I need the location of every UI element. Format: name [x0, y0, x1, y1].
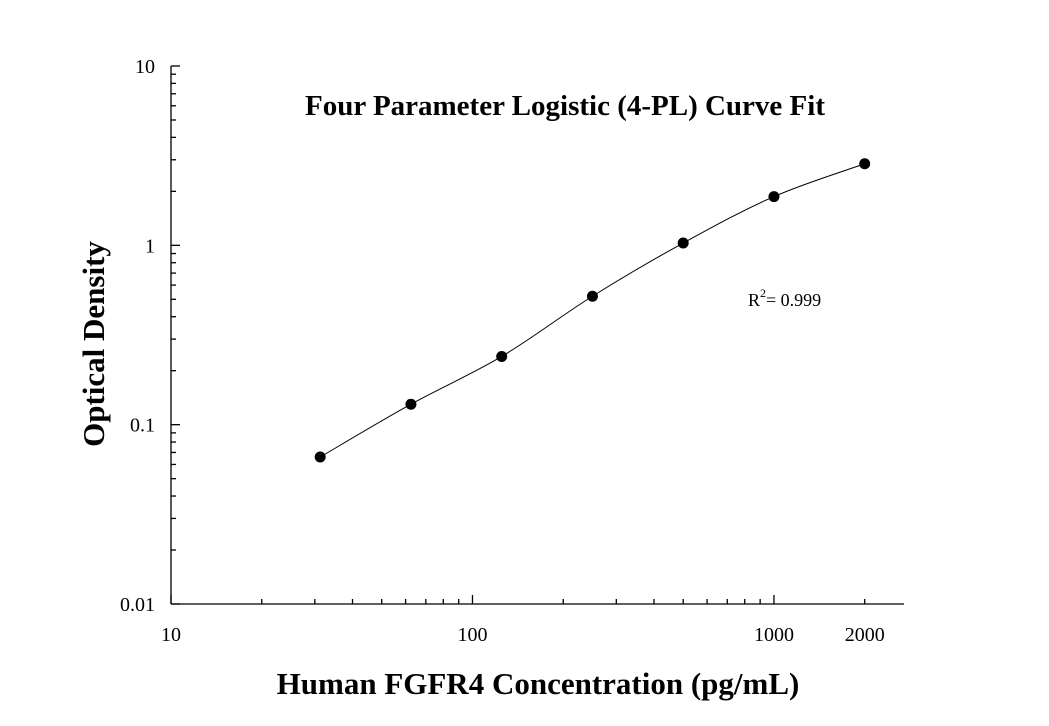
x-tick-label: 2000 [845, 624, 885, 646]
y-tick-label: 1 [145, 235, 155, 257]
data-point [405, 398, 417, 410]
data-point [314, 451, 326, 463]
y-tick-label: 10 [135, 56, 155, 78]
x-axis-label: Human FGFR4 Concentration (pg/mL) [277, 666, 800, 701]
axes [170, 66, 904, 605]
x-tick-label: 100 [457, 624, 487, 646]
r-squared-superscript: 2 [760, 286, 766, 300]
data-point [586, 290, 598, 302]
r-squared-value: = 0.999 [766, 290, 821, 310]
data-points [314, 158, 871, 463]
data-point [496, 350, 508, 362]
r-squared-annotation: R2= 0.999 [748, 286, 821, 310]
ticks: 10 100 1000 2000 0.01 0.1 1 10 [120, 56, 885, 646]
y-tick-label: 0.1 [130, 415, 155, 437]
data-point [677, 237, 689, 249]
x-tick-label: 10 [161, 624, 181, 646]
data-point [768, 191, 780, 203]
y-tick-label: 0.01 [120, 594, 155, 616]
x-tick-label: 1000 [754, 624, 794, 646]
r-squared-prefix: R [748, 290, 760, 310]
data-point [859, 158, 871, 170]
y-axis-label: Optical Density [76, 241, 111, 447]
chart-title: Four Parameter Logistic (4-PL) Curve Fit [305, 90, 825, 122]
